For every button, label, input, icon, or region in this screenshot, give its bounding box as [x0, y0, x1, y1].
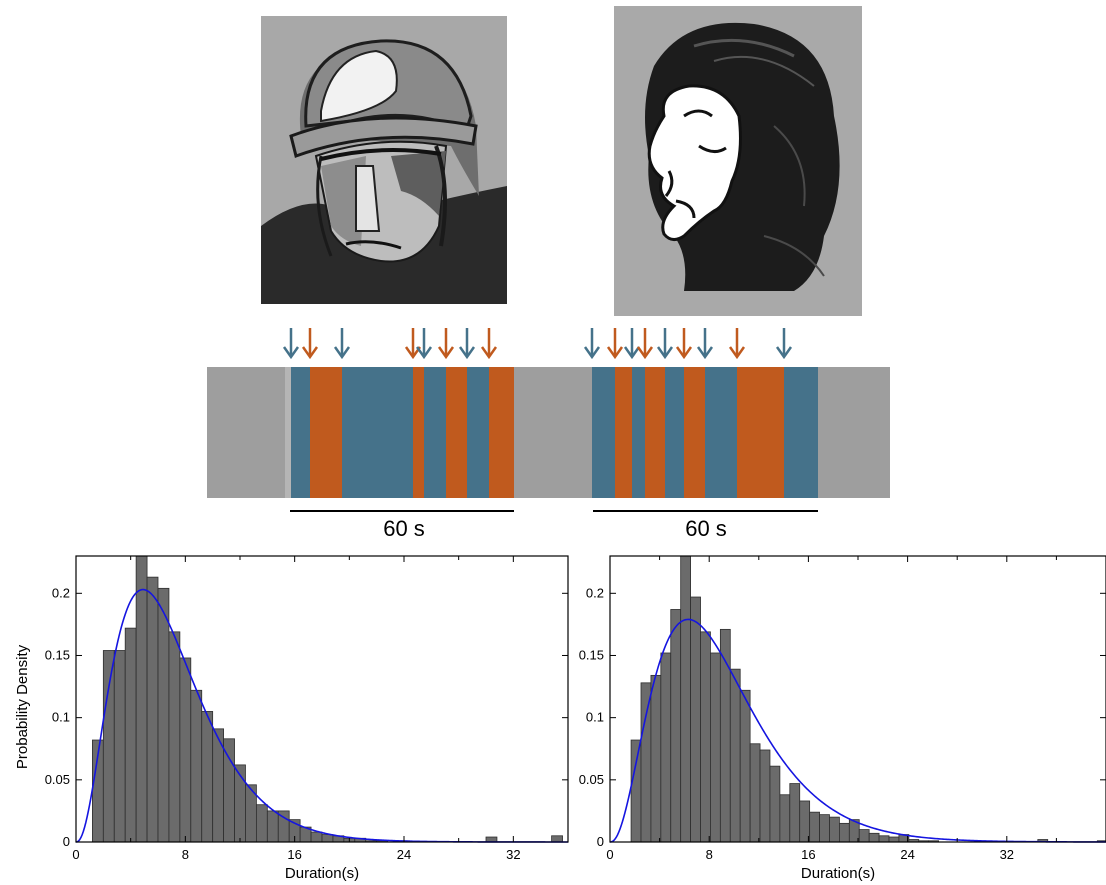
y-tick-label: 0.15 — [579, 647, 604, 662]
histogram-bar — [869, 833, 879, 842]
histogram-bar — [641, 683, 651, 842]
histogram-bar — [169, 632, 180, 842]
histogram-bar — [820, 815, 830, 842]
histogram-bar — [780, 795, 790, 842]
y-tick-label: 0 — [63, 834, 70, 849]
histogram-bar — [180, 658, 191, 842]
histogram-bar — [790, 784, 800, 842]
x-tick-label: 8 — [706, 847, 713, 862]
histogram-bar — [829, 817, 839, 842]
x-tick-label: 0 — [606, 847, 613, 862]
histogram-bar — [710, 653, 720, 842]
histogram-bar — [631, 740, 641, 842]
histogram-bar — [311, 832, 322, 842]
x-tick-label: 24 — [900, 847, 914, 862]
histogram-bar — [552, 836, 563, 842]
histogram-bar — [256, 805, 267, 842]
histogram-bar — [651, 675, 661, 842]
y-tick-label: 0.05 — [579, 772, 604, 787]
histogram-bar — [691, 597, 701, 842]
histogram-bar — [661, 653, 671, 842]
x-axis-label: Duration(s) — [801, 865, 875, 882]
y-tick-label: 0 — [597, 834, 604, 849]
histogram-bar — [760, 750, 770, 842]
x-tick-label: 16 — [801, 847, 815, 862]
x-tick-label: 32 — [1000, 847, 1014, 862]
histogram-bar — [191, 690, 202, 842]
y-tick-label: 0.05 — [45, 772, 70, 787]
histogram-bar — [114, 651, 125, 842]
histogram-bar — [800, 801, 810, 842]
histogram-bar — [770, 766, 780, 842]
histogram-bar — [267, 811, 278, 842]
histogram-bar — [322, 835, 333, 842]
y-tick-label: 0.2 — [52, 585, 70, 600]
histogram-right: 0 8 16 24 32 0 0.05 0.1 0.15 0.2 Duration(s) — [579, 556, 1106, 882]
y-tick-label: 0.1 — [586, 710, 604, 725]
x-tick-label: 32 — [506, 847, 520, 862]
histogram-bar — [859, 830, 869, 842]
histogram-bar — [125, 628, 136, 842]
histogram-bar — [202, 711, 213, 842]
histogram-bar — [158, 588, 169, 842]
histogram-bar — [701, 632, 711, 842]
histogram-bar — [103, 651, 114, 842]
histogram-bar — [681, 556, 691, 842]
histogram-bar — [730, 669, 740, 842]
histogram-bar — [889, 837, 899, 842]
x-tick-label: 8 — [182, 847, 189, 862]
histogram-bar — [147, 577, 158, 842]
histogram-left: 0 8 16 24 32 0 0.05 0.1 0.15 0.2 Duration(s) Probab… — [14, 556, 568, 882]
x-axis-label: Duration(s) — [285, 865, 359, 882]
histogram-bar — [224, 739, 235, 842]
histogram-bar — [839, 823, 849, 842]
x-tick-label: 0 — [72, 847, 79, 862]
histogram-bar — [750, 744, 760, 842]
histogram-bar — [136, 556, 147, 842]
histogram-bar — [740, 690, 750, 842]
y-tick-label: 0.2 — [586, 585, 604, 600]
y-axis-label: Probability Density — [14, 644, 31, 769]
x-tick-label: 24 — [397, 847, 411, 862]
histogram-bar — [810, 812, 820, 842]
x-tick-label: 16 — [287, 847, 301, 862]
y-tick-label: 0.1 — [52, 710, 70, 725]
histogram-bar — [879, 836, 889, 842]
histogram-bar — [671, 609, 681, 842]
y-tick-label: 0.15 — [45, 647, 70, 662]
